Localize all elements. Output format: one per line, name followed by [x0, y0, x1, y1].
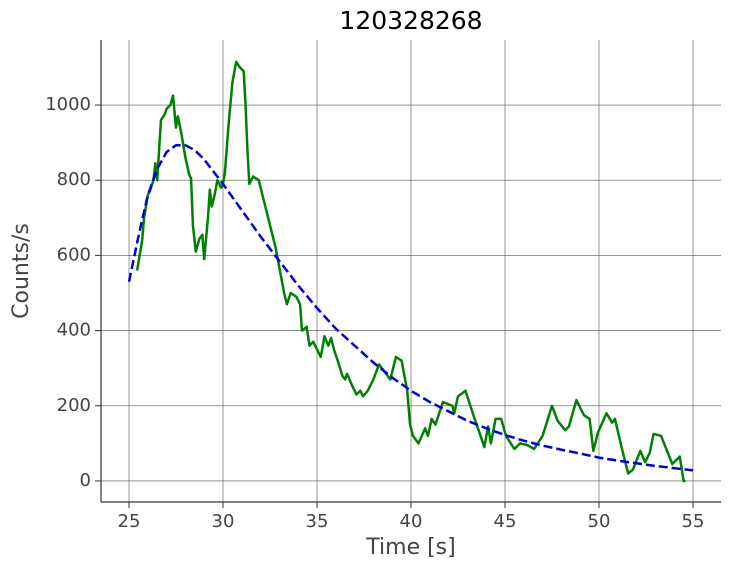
data-line: [127, 144, 694, 472]
x-tick-label: 45: [494, 511, 517, 532]
x-tick-label: 25: [118, 511, 141, 532]
x-tick-label: 35: [306, 511, 329, 532]
y-tick-label: 400: [57, 320, 91, 341]
x-tick-label: 30: [212, 511, 235, 532]
x-axis-label: Time [s]: [365, 535, 455, 560]
data-line: [135, 60, 686, 483]
y-tick-label: 1000: [45, 94, 91, 115]
y-tick-label: 800: [57, 169, 91, 190]
y-tick-label: 600: [57, 244, 91, 265]
x-tick-label: 55: [682, 511, 705, 532]
y-tick-label: 200: [57, 395, 91, 416]
x-tick-label: 40: [400, 511, 423, 532]
y-tick-label: 0: [80, 470, 91, 491]
chart-title: 120328268: [339, 6, 482, 35]
x-tick-label: 50: [588, 511, 611, 532]
y-axis-label: Counts/s: [9, 223, 34, 319]
plot-area: [127, 60, 694, 483]
